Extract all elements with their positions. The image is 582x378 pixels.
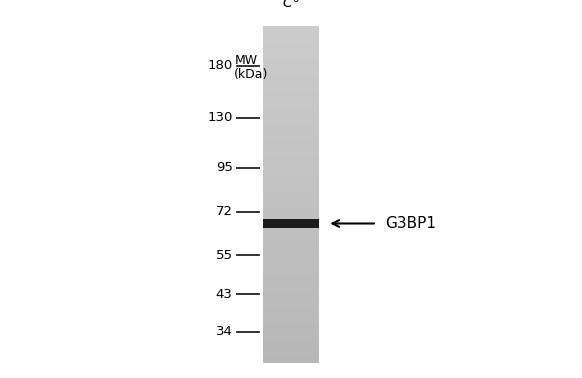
Text: 180: 180 [207,59,233,72]
Bar [263,219,319,228]
Text: G3BP1: G3BP1 [385,216,436,231]
Text: 95: 95 [216,161,233,174]
Text: 130: 130 [207,111,233,124]
Text: $C^6$: $C^6$ [282,0,300,11]
Text: MW: MW [234,54,257,67]
Text: (kDa): (kDa) [234,68,269,81]
Text: 43: 43 [216,288,233,301]
Text: 34: 34 [216,325,233,338]
Text: 55: 55 [215,248,233,262]
Text: 72: 72 [215,206,233,218]
